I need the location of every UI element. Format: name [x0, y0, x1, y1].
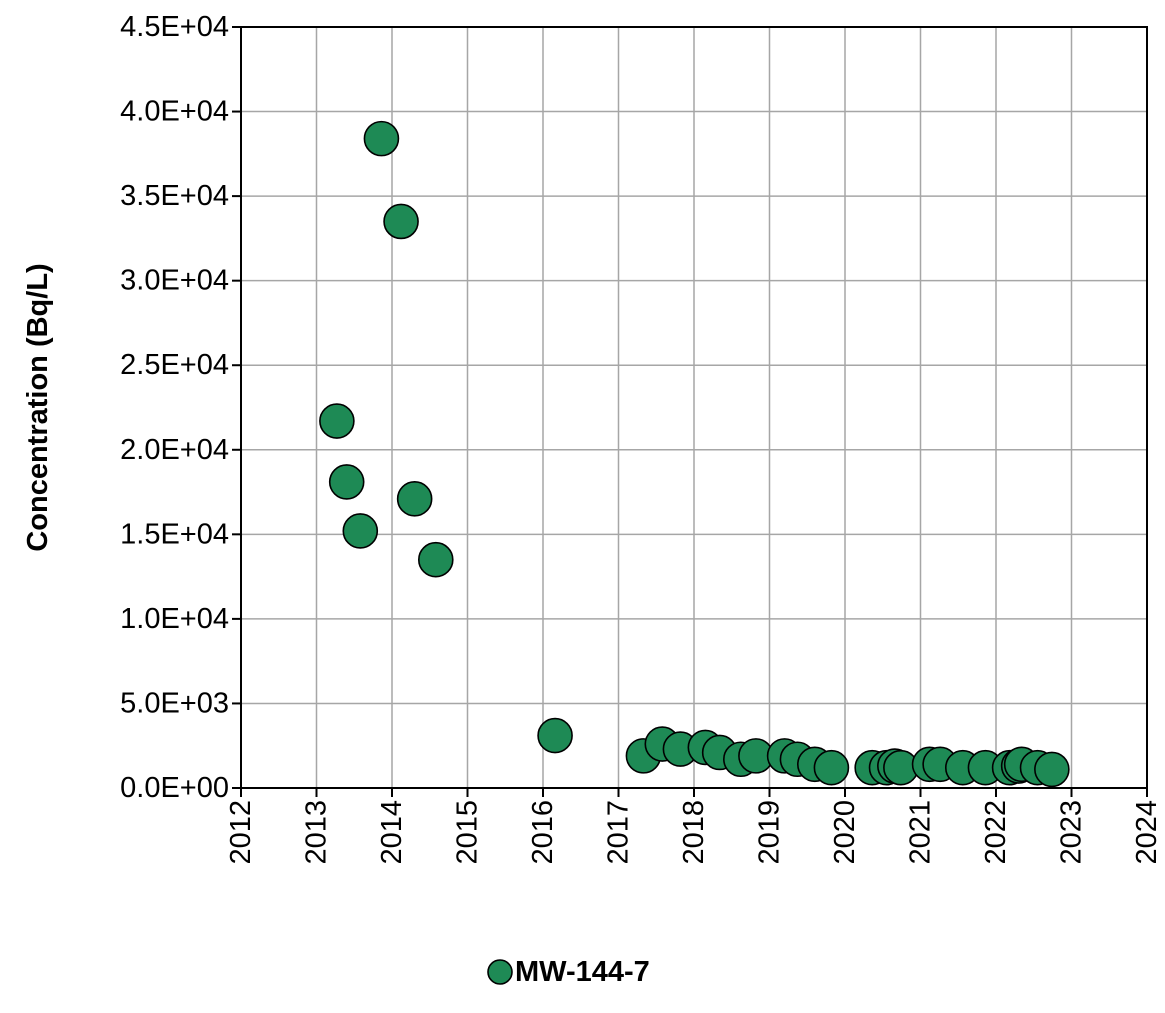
data-point — [383, 203, 419, 240]
x-tick-label: 2014 — [376, 800, 408, 865]
y-tick-label: 5.0E+03 — [120, 687, 229, 719]
y-tick-label: 4.0E+04 — [120, 96, 229, 128]
x-tick-label: 2016 — [527, 800, 559, 865]
y-tick-label: 3.0E+04 — [120, 265, 229, 297]
legend: MW-144-7 — [487, 956, 650, 988]
legend-marker-icon — [487, 959, 513, 985]
x-tick-label: 2018 — [678, 800, 710, 865]
x-tick-label: 2024 — [1131, 800, 1163, 865]
data-point — [363, 120, 400, 157]
data-point — [417, 541, 454, 578]
legend-label: MW-144-7 — [515, 956, 650, 988]
y-axis: 0.0E+00 5.0E+03 1.0E+04 1.5E+04 2.0E+04 2.5E+… — [120, 11, 241, 804]
x-tick-label: 2019 — [754, 800, 786, 865]
y-tick-label: 0.0E+00 — [120, 772, 229, 804]
x-tick-label: 2023 — [1056, 800, 1088, 865]
y-tick-label: 1.0E+04 — [120, 603, 229, 635]
x-tick-label: 2017 — [603, 800, 635, 865]
y-axis-label: Concentration (Bq/L) — [22, 263, 54, 551]
data-point — [813, 749, 850, 786]
y-tick-label: 2.5E+04 — [120, 349, 229, 381]
x-tick-label: 2021 — [905, 800, 937, 865]
data-point — [328, 464, 365, 500]
y-tick-label: 3.5E+04 — [120, 180, 229, 212]
data-point — [319, 403, 355, 439]
data-point — [537, 717, 573, 754]
data-points — [319, 120, 1070, 788]
x-axis: 2012 2013 2014 2015 2016 2017 2018 2019 2020 2021… — [225, 788, 1163, 865]
y-tick-label: 2.0E+04 — [120, 434, 229, 466]
y-tick-label: 1.5E+04 — [120, 518, 229, 550]
x-tick-label: 2013 — [301, 800, 333, 865]
x-tick-label: 2015 — [452, 800, 484, 865]
x-tick-label: 2022 — [980, 800, 1012, 865]
data-point — [396, 481, 433, 517]
y-tick-label: 4.5E+04 — [120, 11, 229, 43]
x-tick-label: 2012 — [225, 800, 257, 865]
data-point — [1034, 751, 1070, 788]
x-tick-label: 2020 — [829, 800, 861, 865]
data-point — [342, 513, 379, 549]
